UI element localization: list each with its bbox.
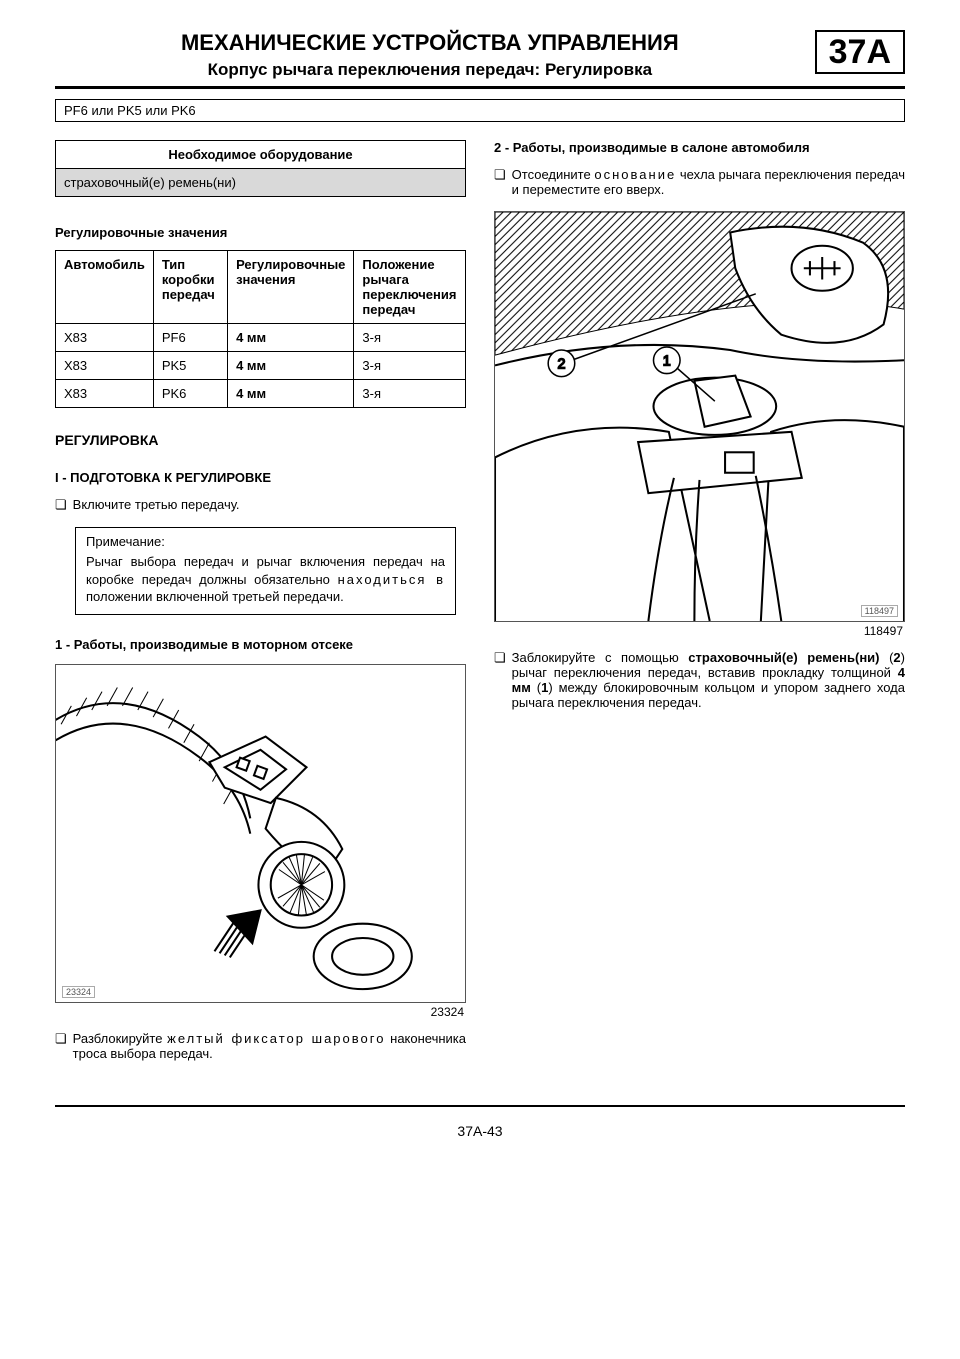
bullet-item: ❏ Заблокируйте с помощью страховочный(е)… bbox=[494, 650, 905, 710]
table-header: Автомобиль bbox=[56, 251, 154, 324]
figure-cabin: 1 2 118497 bbox=[494, 211, 905, 622]
note-label: Примечание: bbox=[76, 528, 455, 551]
left-column: Необходимое оборудование страховочный(е)… bbox=[55, 140, 466, 1075]
bullet-icon: ❏ bbox=[55, 497, 67, 513]
bullet-icon: ❏ bbox=[494, 650, 506, 710]
note-box: Примечание: Рычаг выбора передач и рычаг… bbox=[75, 527, 456, 615]
table-row: X83 PK5 4 мм 3-я bbox=[56, 352, 466, 380]
page-number: 37A-43 bbox=[55, 1123, 905, 1139]
table-header: Регулировочные значения bbox=[228, 251, 354, 324]
figure-inner-ref: 118497 bbox=[861, 605, 898, 617]
engine-bay-illustration bbox=[56, 665, 465, 1002]
equipment-row: страховочный(е) ремень(ни) bbox=[56, 169, 466, 197]
header-divider bbox=[55, 86, 905, 89]
bullet-icon: ❏ bbox=[55, 1031, 67, 1061]
chapter-subtitle: Корпус рычага переключения передач: Регу… bbox=[55, 60, 805, 80]
prep-heading: I - ПОДГОТОВКА К РЕГУЛИРОВКЕ bbox=[55, 470, 466, 485]
chapter-code-badge: 37A bbox=[815, 30, 905, 74]
page-header: МЕХАНИЧЕСКИЕ УСТРОЙСТВА УПРАВЛЕНИЯ Корпу… bbox=[55, 30, 905, 80]
table-row: X83 PK6 4 мм 3-я bbox=[56, 380, 466, 408]
bullet-text: Заблокируйте с помощью страховочный(е) р… bbox=[512, 650, 905, 710]
adjust-values-title: Регулировочные значения bbox=[55, 225, 466, 240]
cabin-illustration: 1 2 bbox=[495, 212, 904, 621]
bullet-item: ❏ Включите третью передачу. bbox=[55, 497, 466, 513]
figure-caption: 118497 bbox=[494, 624, 903, 638]
figure-inner-ref: 23324 bbox=[62, 986, 95, 998]
engine-bay-heading: 1 - Работы, производимые в моторном отсе… bbox=[55, 637, 466, 652]
chapter-title: МЕХАНИЧЕСКИЕ УСТРОЙСТВА УПРАВЛЕНИЯ bbox=[55, 30, 805, 56]
bullet-item: ❏ Отсоедините основание чехла рычага пер… bbox=[494, 167, 905, 197]
adjust-heading: РЕГУЛИРОВКА bbox=[55, 432, 466, 448]
right-column: 2 - Работы, производимые в салоне автомо… bbox=[494, 140, 905, 724]
variant-box: PF6 или PK5 или PK6 bbox=[55, 99, 905, 122]
equipment-heading: Необходимое оборудование bbox=[56, 141, 466, 169]
table-row: X83 PF6 4 мм 3-я bbox=[56, 324, 466, 352]
header-text: МЕХАНИЧЕСКИЕ УСТРОЙСТВА УПРАВЛЕНИЯ Корпу… bbox=[55, 30, 805, 80]
figure-engine-bay: 23324 bbox=[55, 664, 466, 1003]
bullet-item: ❏ Разблокируйте желтый фиксатор шарового… bbox=[55, 1031, 466, 1061]
equipment-table: Необходимое оборудование страховочный(е)… bbox=[55, 140, 466, 197]
cabin-heading: 2 - Работы, производимые в салоне автомо… bbox=[494, 140, 905, 155]
bullet-icon: ❏ bbox=[494, 167, 506, 197]
bullet-text: Разблокируйте желтый фиксатор шарового н… bbox=[73, 1031, 466, 1061]
figure-caption: 23324 bbox=[55, 1005, 464, 1019]
table-header: Положение рычага переключения передач bbox=[354, 251, 466, 324]
table-header: Тип коробки передач bbox=[153, 251, 227, 324]
svg-text:1: 1 bbox=[663, 353, 671, 369]
bullet-text: Включите третью передачу. bbox=[73, 497, 240, 513]
bullet-text: Отсоедините основание чехла рычага перек… bbox=[512, 167, 905, 197]
note-body: Рычаг выбора передач и рычаг включения п… bbox=[76, 551, 455, 614]
footer-divider bbox=[55, 1105, 905, 1107]
svg-text:2: 2 bbox=[557, 356, 565, 372]
adjust-values-table: Автомобиль Тип коробки передач Регулиров… bbox=[55, 250, 466, 408]
